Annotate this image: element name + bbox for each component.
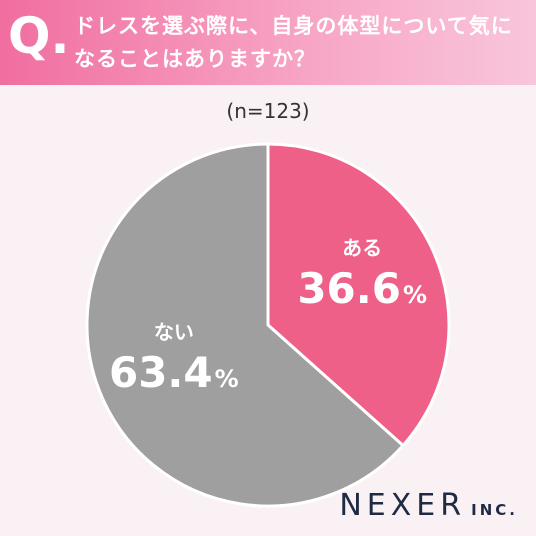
question-text: ドレスを選ぶ際に、自身の体型について気になることはありますか？ bbox=[74, 14, 513, 71]
pie-slice-1 bbox=[266, 142, 451, 448]
slice-label-2: ない bbox=[154, 320, 194, 344]
slice-value-2: 63.4% bbox=[109, 348, 239, 397]
q-mark: Q. bbox=[8, 7, 70, 65]
slice-value-1: 36.6% bbox=[297, 264, 427, 313]
company-logo: NEXER INC. bbox=[339, 488, 518, 523]
logo-main: NEXER bbox=[339, 488, 467, 523]
sample-size: (n=123) bbox=[226, 99, 310, 123]
slice-label-1: ある bbox=[342, 236, 382, 260]
logo-sub: INC. bbox=[471, 501, 518, 519]
question-header: Q. ドレスを選ぶ際に、自身の体型について気になることはありますか？ bbox=[0, 0, 536, 85]
pie-slice-2 bbox=[85, 142, 405, 508]
